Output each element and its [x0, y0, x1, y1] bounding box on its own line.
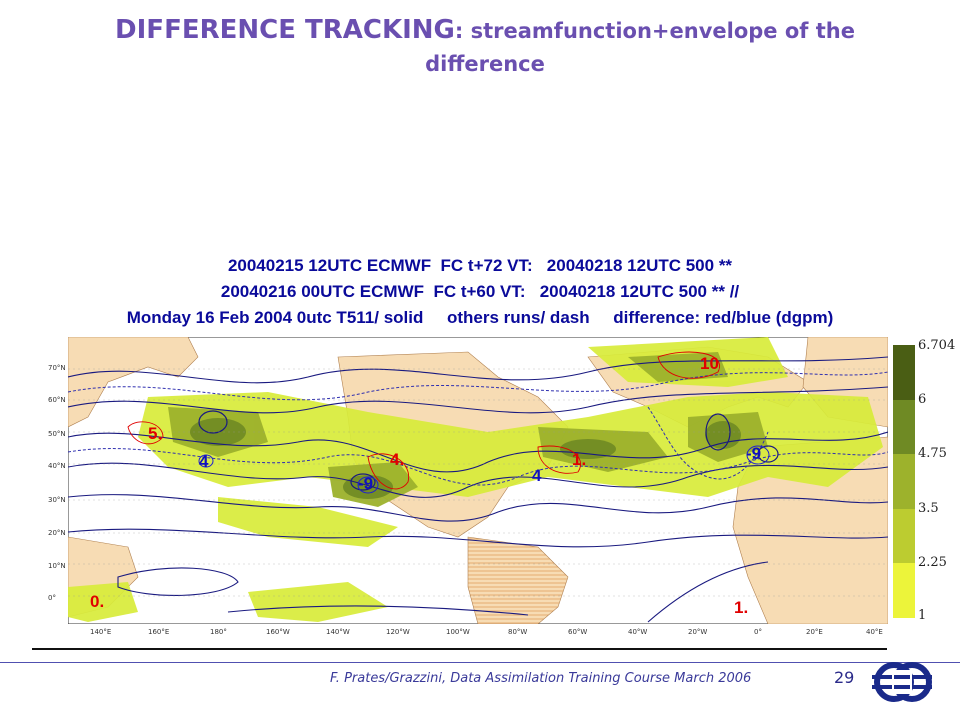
divider: [32, 648, 887, 650]
lon-label: 20°W: [688, 628, 708, 636]
lon-label: 140°E: [90, 628, 112, 636]
streamfunction-map: [68, 337, 888, 624]
lat-label: 30°N: [48, 496, 66, 504]
legend-label: 1: [918, 608, 927, 623]
lat-label: 70°N: [48, 364, 66, 372]
lat-label: 0°: [48, 594, 56, 602]
map-annotation: 1.: [734, 598, 749, 617]
chart-header-line-3: Monday 16 Feb 2004 0utc T511/ solid othe…: [126, 308, 834, 327]
lon-label: 40°E: [866, 628, 883, 636]
lon-label: 40°W: [628, 628, 648, 636]
legend-swatch: [893, 454, 915, 509]
footer-divider: [0, 662, 960, 663]
lat-label: 10°N: [48, 562, 66, 570]
legend-label: 2.25: [918, 555, 947, 570]
map-annotation: 0.: [90, 592, 105, 611]
lon-label: 120°W: [386, 628, 410, 636]
lon-label: 60°W: [568, 628, 588, 636]
chart-header-line-2: 20040216 00UTC ECMWF FC t+60 VT: 2004021…: [220, 282, 740, 301]
color-legend: [893, 345, 915, 618]
streamfunction-contours: [68, 356, 888, 623]
map-annotation: 1.: [572, 450, 587, 469]
lat-label: 50°N: [48, 430, 66, 438]
lon-label: 180°: [210, 628, 227, 636]
lon-label: 0°: [754, 628, 762, 636]
title-bold: DIFFERENCE TRACKING: [115, 15, 455, 45]
lon-label: 20°E: [806, 628, 823, 636]
lat-label: 20°N: [48, 529, 66, 537]
map-annotation: 5.: [148, 424, 163, 443]
footer-citation: F. Prates/Grazzini, Data Assimilation Tr…: [330, 671, 752, 686]
map-annotation: 4: [199, 452, 209, 471]
lon-label: 100°W: [446, 628, 470, 636]
map-annotation: -9: [746, 444, 762, 463]
legend-label: 6: [918, 392, 927, 407]
legend-swatch: [893, 345, 915, 400]
ecmwf-logo: [872, 662, 932, 702]
lat-label: 60°N: [48, 396, 66, 404]
map-annotation: 4.: [390, 450, 405, 469]
lat-label: 40°N: [48, 462, 66, 470]
legend-label: 3.5: [918, 501, 939, 516]
positive-difference-contours: [127, 351, 720, 490]
lon-label: 140°W: [326, 628, 350, 636]
lon-label: 80°W: [508, 628, 528, 636]
page-number: 29: [834, 668, 855, 687]
legend-swatch: [893, 399, 915, 454]
legend-label: 6.704: [918, 338, 956, 353]
lon-label: 160°W: [266, 628, 290, 636]
legend-swatch: [893, 508, 915, 563]
slide-title: DIFFERENCE TRACKING: streamfunction+enve…: [40, 14, 930, 80]
legend-label: 4.75: [918, 446, 947, 461]
map-annotation: 4: [532, 466, 542, 485]
legend-swatch: [893, 563, 915, 618]
chart-header-line-1: 20040215 12UTC ECMWF FC t+72 VT: 2004021…: [227, 256, 733, 275]
lon-label: 160°E: [148, 628, 170, 636]
title-line2: difference: [425, 52, 545, 76]
title-rest: : streamfunction+envelope of the: [454, 19, 855, 43]
map-annotation: 10: [700, 354, 719, 373]
map-annotation: -9: [358, 474, 374, 493]
